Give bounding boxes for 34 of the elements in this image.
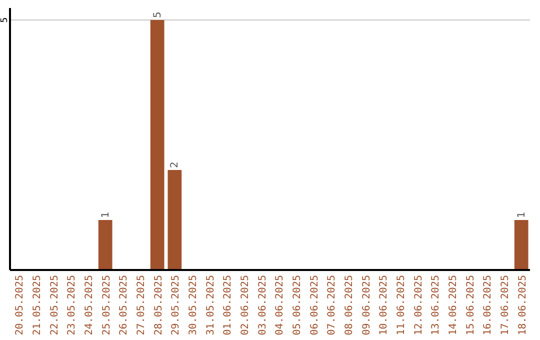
x-tick-label: 06.06.2025 — [309, 275, 320, 336]
x-tick-label: 02.06.2025 — [240, 275, 251, 336]
x-tick-label: 09.06.2025 — [361, 275, 372, 336]
x-tick-label: 08.06.2025 — [344, 275, 355, 336]
data-label: 5 — [152, 12, 164, 18]
x-tick-label: 11.06.2025 — [396, 275, 407, 336]
x-tick-label: 26.05.2025 — [118, 275, 130, 336]
x-tick-label: 03.06.2025 — [257, 275, 268, 336]
x-tick-label: 15.06.2025 — [465, 275, 476, 336]
data-label: 2 — [170, 162, 181, 168]
x-tick-label: 31.05.2025 — [205, 275, 216, 336]
x-tick-label: 22.05.2025 — [49, 275, 60, 336]
x-tick-label: 14.06.2025 — [448, 275, 459, 336]
x-tick-label: 07.06.2025 — [326, 275, 338, 336]
data-label: 1 — [100, 212, 112, 218]
x-tick-label: 01.06.2025 — [222, 275, 234, 336]
x-tick-label: 28.05.2025 — [153, 275, 164, 336]
x-tick-label: 27.05.2025 — [136, 275, 147, 336]
x-tick-label: 05.06.2025 — [292, 275, 303, 336]
x-tick-label: 13.06.2025 — [430, 275, 442, 336]
x-tick-label: 16.06.2025 — [482, 275, 494, 336]
x-tick-label: 10.06.2025 — [378, 275, 390, 336]
x-tick-label: 24.05.2025 — [84, 275, 95, 336]
x-tick-label: 21.05.2025 — [32, 275, 43, 336]
x-tick-label: 17.06.2025 — [500, 275, 511, 336]
x-tick-label: 30.05.2025 — [188, 275, 199, 336]
data-label: 1 — [516, 212, 528, 218]
x-tick-label: 12.06.2025 — [413, 275, 424, 336]
x-tick-label: 18.06.2025 — [517, 275, 528, 336]
x-tick-label: 25.05.2025 — [101, 275, 112, 336]
x-tick-label: 29.05.2025 — [170, 275, 182, 336]
x-tick-label: 23.05.2025 — [66, 275, 78, 336]
x-tick-label: 04.06.2025 — [274, 275, 286, 336]
x-tick-label: 20.05.2025 — [14, 275, 26, 336]
